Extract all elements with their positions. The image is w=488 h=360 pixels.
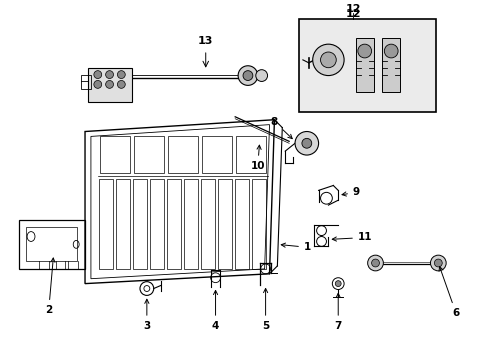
Bar [382,38,399,92]
Bar [167,179,181,269]
Text: 5: 5 [262,288,269,331]
Bar [88,68,132,102]
Bar [355,38,373,92]
Bar [251,179,265,269]
Circle shape [238,66,257,85]
Circle shape [301,138,311,148]
Circle shape [94,71,102,78]
Text: 10: 10 [250,145,264,171]
Text: 13: 13 [198,36,213,46]
Text: 12: 12 [345,4,360,14]
Text: 7: 7 [334,293,341,331]
Circle shape [105,81,113,88]
Bar [201,136,231,173]
Text: 11: 11 [331,233,371,243]
Text: 4: 4 [211,291,219,331]
Circle shape [255,70,267,81]
Text: 12: 12 [345,9,360,19]
Circle shape [320,52,336,68]
Bar [184,179,198,269]
Bar [235,136,265,173]
Bar [218,179,232,269]
Circle shape [294,131,318,155]
Circle shape [335,281,341,287]
Bar [116,179,130,269]
Circle shape [105,71,113,78]
Text: 9: 9 [341,187,359,197]
Text: 3: 3 [143,299,150,331]
Bar [133,179,147,269]
Text: 6: 6 [438,267,459,318]
Bar [150,179,164,269]
Bar [81,75,91,89]
Text: 1: 1 [281,242,310,252]
Bar [99,179,113,269]
Bar [100,136,129,173]
Bar [26,227,77,261]
Circle shape [429,255,445,271]
Circle shape [371,259,379,267]
Circle shape [94,81,102,88]
Bar [298,19,435,112]
Circle shape [384,44,397,58]
Circle shape [433,259,441,267]
Circle shape [357,44,371,58]
Circle shape [243,71,252,81]
Text: 2: 2 [45,258,55,315]
Circle shape [117,81,125,88]
Bar [235,179,248,269]
Circle shape [367,255,383,271]
Bar [133,136,163,173]
Bar [167,136,197,173]
Circle shape [117,71,125,78]
Circle shape [312,44,344,76]
Text: 8: 8 [270,117,292,139]
Bar [201,179,215,269]
